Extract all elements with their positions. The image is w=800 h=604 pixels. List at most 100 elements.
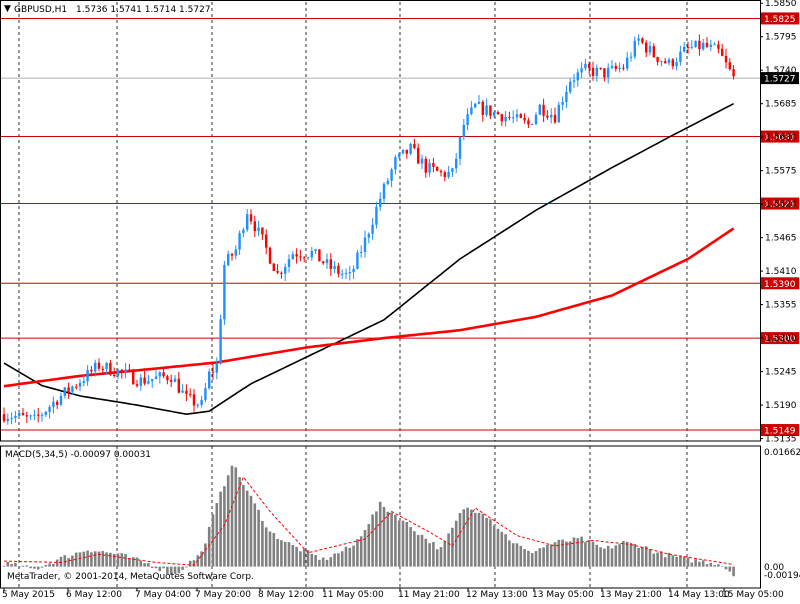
macd-histogram-bar bbox=[204, 543, 207, 567]
macd-histogram-bar bbox=[101, 551, 105, 567]
macd-histogram-bar bbox=[109, 552, 112, 567]
candle-body bbox=[166, 376, 169, 381]
macd-histogram-bar bbox=[538, 548, 542, 567]
candle-body bbox=[211, 371, 215, 373]
candle-body bbox=[679, 51, 682, 63]
macd-histogram-bar bbox=[401, 520, 405, 567]
y-tick-label: 1.5300 bbox=[765, 334, 797, 344]
candle-body bbox=[322, 261, 325, 264]
candle-body bbox=[489, 105, 492, 116]
candle-body bbox=[78, 382, 82, 387]
y-tick-label: 1.5850 bbox=[765, 0, 797, 9]
price-level-label: 1.5825 bbox=[764, 15, 796, 25]
macd-histogram-bar bbox=[485, 517, 488, 567]
candle-body bbox=[299, 256, 302, 258]
x-tick-label: 12 May 13:00 bbox=[466, 590, 528, 600]
candle-body bbox=[86, 369, 89, 382]
candle-body bbox=[626, 57, 629, 69]
macd-histogram-bar bbox=[675, 556, 678, 567]
candle-body bbox=[546, 115, 549, 118]
macd-histogram-bar bbox=[648, 549, 652, 567]
macd-histogram-bar bbox=[40, 566, 44, 568]
macd-histogram-bar bbox=[181, 566, 184, 570]
macd-histogram-bar bbox=[606, 545, 610, 567]
candle-body bbox=[268, 247, 272, 264]
candle-body bbox=[318, 249, 321, 262]
macd-histogram-bar bbox=[409, 527, 412, 567]
macd-histogram-bar bbox=[694, 559, 697, 567]
candle-body bbox=[192, 394, 196, 406]
candle-body bbox=[67, 387, 70, 392]
grid bbox=[18, 2, 688, 588]
macd-histogram-bar bbox=[698, 561, 701, 567]
candle-body bbox=[485, 105, 488, 115]
macd-histogram-bar bbox=[470, 509, 473, 567]
candle-body bbox=[356, 252, 359, 269]
candle-body bbox=[265, 234, 268, 248]
macd-histogram-bar bbox=[394, 514, 397, 567]
macd-histogram-bar bbox=[249, 495, 253, 567]
candle-body bbox=[284, 266, 287, 274]
candle-body bbox=[227, 253, 230, 266]
candle-body bbox=[276, 271, 279, 273]
candle-body bbox=[420, 158, 424, 164]
macd-histogram-bar bbox=[192, 560, 196, 567]
candle-body bbox=[230, 253, 234, 256]
candle-body bbox=[561, 101, 564, 105]
candle-body bbox=[363, 237, 367, 252]
macd-histogram-bar bbox=[587, 539, 591, 567]
x-tick-label: 13 May 21:00 bbox=[600, 590, 662, 600]
candle-body bbox=[242, 229, 245, 234]
price-level-tag bbox=[761, 130, 799, 143]
candle-body bbox=[409, 144, 412, 154]
macd-histogram-bar bbox=[150, 566, 154, 568]
dropdown-arrow-icon[interactable]: ▼ bbox=[4, 4, 11, 14]
macd-histogram-bar bbox=[439, 547, 443, 567]
candle-body bbox=[6, 418, 9, 421]
candle-body bbox=[40, 414, 44, 416]
macd-histogram-bar bbox=[667, 552, 671, 567]
candle-body bbox=[151, 379, 154, 382]
candle-body bbox=[18, 413, 21, 416]
macd-histogram-bar bbox=[124, 554, 127, 567]
macd-histogram-bar bbox=[287, 542, 291, 567]
macd-histogram-bar bbox=[641, 547, 644, 567]
candle-body bbox=[56, 401, 59, 405]
macd-histogram-bar bbox=[29, 566, 32, 569]
candle-body bbox=[542, 104, 545, 116]
macd-histogram-bar bbox=[10, 563, 13, 567]
candle-body bbox=[181, 390, 184, 393]
candle-body bbox=[113, 374, 116, 377]
candle-body bbox=[139, 377, 142, 386]
candle-body bbox=[603, 68, 606, 78]
macd-histogram-bar bbox=[660, 551, 663, 567]
macd-histogram-bar bbox=[253, 503, 257, 567]
macd-histogram-bar bbox=[397, 520, 401, 567]
macd-histogram-bar bbox=[306, 550, 310, 567]
macd-histogram-bar bbox=[546, 544, 549, 567]
candle-body bbox=[709, 44, 712, 47]
y-tick-label: 1.5190 bbox=[765, 401, 797, 411]
macd-histogram-bar bbox=[424, 538, 428, 567]
candle-body bbox=[97, 362, 101, 369]
macd-histogram-bar bbox=[500, 531, 504, 567]
macd-histogram-bar bbox=[276, 539, 279, 567]
candle-body bbox=[287, 259, 291, 267]
x-tick-label: 11 May 21:00 bbox=[398, 590, 460, 600]
macd-histogram-bar bbox=[542, 547, 545, 567]
candle-body bbox=[154, 376, 158, 380]
candle-body bbox=[588, 63, 591, 68]
y-tick-label: 1.5355 bbox=[765, 301, 797, 311]
candle-body bbox=[667, 59, 671, 64]
candle-body bbox=[474, 103, 477, 108]
macd-histogram-bar bbox=[299, 551, 302, 567]
candle-body bbox=[683, 47, 686, 52]
candle-body bbox=[280, 272, 283, 274]
horizontal-levels: 1.5825 1.5631 1.5521 1.5390 1.5300 1.5149 1.57… bbox=[0, 12, 799, 437]
candle-body bbox=[447, 171, 450, 178]
ma-fast-line bbox=[3, 227, 735, 388]
candle-body bbox=[721, 48, 724, 56]
macd-histogram-bar bbox=[348, 547, 352, 567]
